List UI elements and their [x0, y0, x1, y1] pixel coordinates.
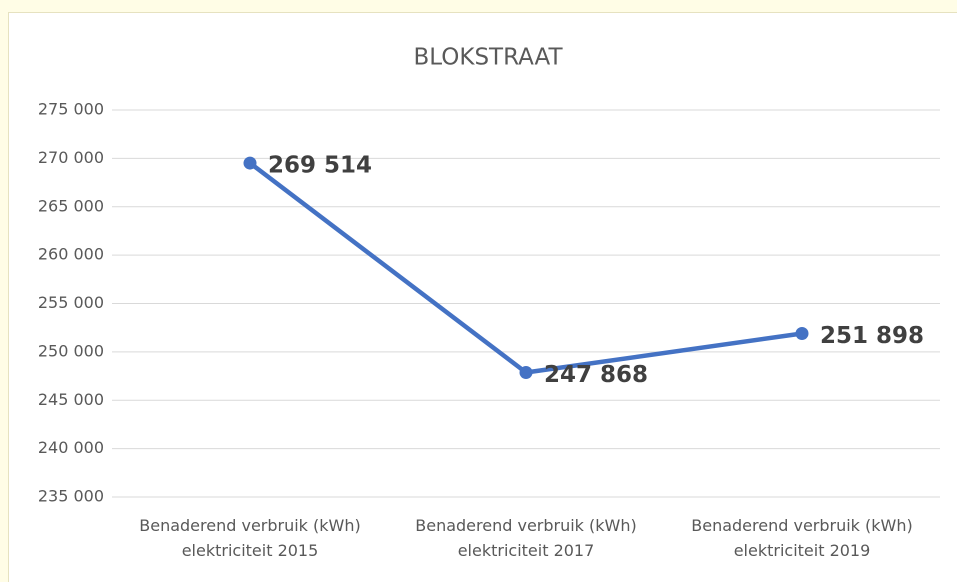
y-tick-label: 255 000: [38, 293, 104, 312]
point: [519, 366, 533, 380]
y-tick-label: 245 000: [38, 390, 104, 409]
data-label: 247 868: [544, 362, 648, 388]
chart-area: [8, 12, 957, 582]
chart-title: BLOKSTRAAT: [413, 45, 563, 71]
data-label: 269 514: [268, 153, 372, 179]
y-tick-label: 275 000: [38, 100, 104, 119]
y-tick-label: 260 000: [38, 245, 104, 264]
y-tick-label: 265 000: [38, 196, 104, 215]
y-tick-label: 240 000: [38, 438, 104, 457]
y-tick-label: 250 000: [38, 341, 104, 360]
point: [795, 327, 809, 341]
line-series: [248, 161, 803, 375]
point: [243, 156, 257, 170]
y-tick-label: 235 000: [38, 487, 104, 506]
y-tick-label: 270 000: [38, 148, 104, 167]
x-tick-label: Benaderend verbruik (kWh) elektriciteit …: [691, 516, 913, 560]
x-tick-label: Benaderend verbruik (kWh) elektriciteit …: [415, 516, 637, 560]
x-tick-label: Benaderend verbruik (kWh) elektriciteit …: [139, 516, 361, 560]
data-label: 251 898: [820, 323, 924, 349]
